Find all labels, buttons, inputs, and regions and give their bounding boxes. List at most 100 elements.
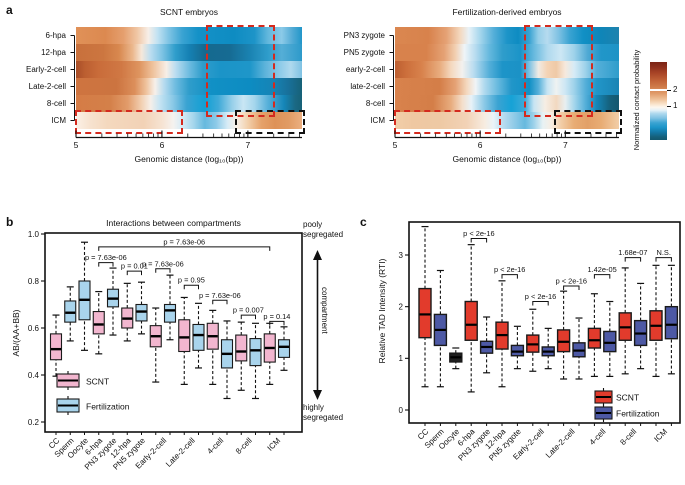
category-label-Late-2-cell: Late-2-cell <box>544 427 577 460</box>
fertilization-heatmap-title: Fertilization-derived embryos <box>452 7 562 17</box>
y-tick-label: 0.8 <box>28 277 40 286</box>
pvalue-label: p = 7.63e-06 <box>85 253 127 262</box>
x-tick-label: 7 <box>563 140 568 150</box>
heatmap-row-6-hpa <box>76 27 302 44</box>
panel-c-label: c <box>360 215 367 229</box>
fertilization-heatmap <box>394 25 622 134</box>
box-fert <box>603 330 617 353</box>
box-scnt <box>49 333 63 361</box>
heatmap-row-PN3 zygote <box>395 27 619 44</box>
pvalue-bracket <box>212 299 228 305</box>
row-label-8-cell: 8-cell <box>365 98 385 108</box>
pvalue-bracket <box>501 274 518 279</box>
row-label-late-2-cell: late-2-cell <box>350 81 385 91</box>
heatmap-row-Early-2-cell <box>76 61 302 78</box>
pvalue-bracket <box>593 274 611 279</box>
heatmap-row-12-hpa <box>76 44 302 61</box>
pvalue-bracket <box>269 320 285 326</box>
pvalue-bracket <box>655 257 672 262</box>
panel-b-label: b <box>6 215 14 229</box>
pvalue-label: p = 7.63e-06 <box>199 291 241 300</box>
scnt-row-axis <box>70 35 75 121</box>
pvalue-label: p = 0.01 <box>121 262 148 271</box>
heatmap-row-Late-2-cell <box>76 78 302 95</box>
colorbar-tick-2: 2 <box>673 85 678 94</box>
highlight-box-red-0 <box>206 25 275 117</box>
x-tick-label: 6 <box>478 140 483 150</box>
fertilization-x-axis-label: Genomic distance (log₁₀(bp)) <box>452 154 562 164</box>
heatmap-row-8-cell <box>76 95 302 112</box>
pvalue-label: p = 0.95 <box>178 276 205 285</box>
colorbar-tick-1: 1 <box>673 101 678 110</box>
y-tick-label: 0.4 <box>28 371 40 380</box>
pvalue-label: 1.42e-05 <box>588 265 617 274</box>
box-fert <box>192 323 205 351</box>
box-scnt <box>464 300 478 341</box>
plot-frame <box>408 221 681 424</box>
highlight-box-black-2 <box>553 110 622 134</box>
scnt-heatmap <box>75 25 305 134</box>
pvalue-bracket <box>624 257 642 262</box>
colorbar-label: Normalized contact probability <box>632 49 641 151</box>
legend-label-SCNT: SCNT <box>616 393 639 403</box>
x-tick-label: 7 <box>245 140 250 150</box>
row-label-12-hpa: 12-hpa <box>41 47 66 57</box>
box-fert <box>163 303 177 323</box>
pvalue-bracket <box>98 246 271 251</box>
highlight-box-black-2 <box>235 110 305 134</box>
category-label-4-cell: 4-cell <box>205 436 225 456</box>
annotation-poorly-segregated: pooly segregated <box>303 220 344 239</box>
scnt-heatmap-title: SCNT embryos <box>160 7 218 17</box>
pvalue-bracket <box>470 237 488 243</box>
box-scnt <box>235 334 248 362</box>
category-label-ICM: ICM <box>266 436 283 453</box>
pvalue-label: p = 0.14 <box>263 312 290 321</box>
category-label-8-cell: 8-cell <box>618 427 638 447</box>
row-label-PN5 zygote: PN5 zygote <box>343 47 385 57</box>
panel-c-y-label: Relative TAD Intensity (RTI) <box>377 258 387 364</box>
colorbar <box>650 62 667 140</box>
panel-b-title: Interactions between compartments <box>106 218 241 228</box>
highlight-box-red-1 <box>394 110 502 134</box>
y-tick-label: 2 <box>399 302 404 311</box>
heatmap-row-PN5 zygote <box>395 44 619 61</box>
annotation-compartment: compartment <box>320 287 329 334</box>
arrow-head-up <box>313 250 322 260</box>
pvalue-label: p = 0.007 <box>233 306 264 315</box>
x-tick-label: 5 <box>393 140 398 150</box>
legend-label-SCNT: SCNT <box>86 377 109 387</box>
scnt-x-axis-label: Genomic distance (log₁₀(bp)) <box>134 154 244 164</box>
panel-a-label: a <box>6 3 13 17</box>
row-label-ICM: ICM <box>370 115 385 125</box>
legend-label-Fertilization: Fertilization <box>86 402 130 412</box>
pvalue-bracket <box>155 268 171 273</box>
pvalue-bracket <box>563 285 580 290</box>
heatmap-row-early-2-cell <box>395 61 619 78</box>
row-label-8-cell: 8-cell <box>46 98 66 108</box>
panel-b-y-label: AB/(AA+BB) <box>11 309 21 357</box>
box-fert <box>249 338 262 367</box>
pvalue-label: 1.68e-07 <box>618 248 647 257</box>
colorbar-tickmark-1 <box>667 106 671 107</box>
box-scnt <box>92 311 105 335</box>
box-scnt <box>178 319 191 353</box>
pvalue-bracket <box>98 262 114 267</box>
pvalue-label: p < 2e-16 <box>525 292 556 301</box>
fertilization-row-axis <box>389 35 394 121</box>
compartment-double-arrow-icon <box>313 250 322 400</box>
box-fert <box>664 305 679 340</box>
heatmap-row-late-2-cell <box>395 78 619 95</box>
fertilization-x-axis: 5 6 7 <box>393 130 619 150</box>
x-tick-label: 6 <box>160 140 165 150</box>
pvalue-label: N.S. <box>657 248 671 257</box>
y-tick-label: 0.2 <box>28 418 40 427</box>
heatmap-row-8-cell <box>395 95 619 112</box>
pvalue-bracket <box>240 314 256 320</box>
highlight-box-red-0 <box>523 25 593 117</box>
scnt-x-axis: 5 6 7 <box>74 130 302 150</box>
pvalue-label: p < 2e-16 <box>463 229 494 238</box>
y-tick-label: 1.0 <box>28 230 40 239</box>
row-label-Late-2-cell: Late-2-cell <box>28 81 66 91</box>
